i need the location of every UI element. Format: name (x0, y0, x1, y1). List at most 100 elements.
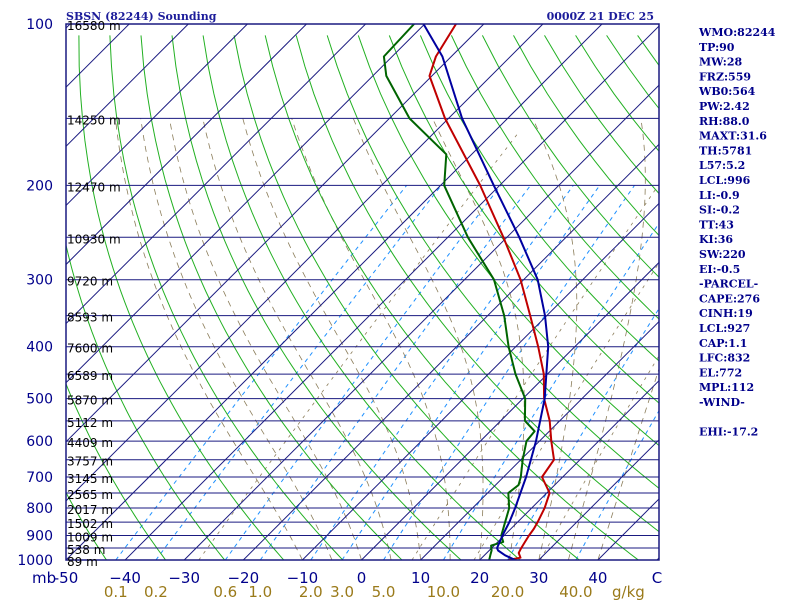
dry-adiabat (419, 35, 659, 362)
height-label: 5112 m (67, 416, 113, 430)
temperature-tick-label: 0 (357, 569, 367, 587)
moist-adiabat (202, 118, 392, 560)
height-label: 10930 m (67, 232, 121, 246)
isotherm (66, 24, 366, 325)
index-entry: MPL:112 (699, 381, 754, 394)
height-label: 12470 m (67, 180, 121, 194)
height-label: 6589 m (67, 369, 113, 383)
dry-adiabat (233, 35, 581, 560)
sounding-traces (382, 24, 555, 560)
index-entry: LFC:832 (699, 352, 750, 365)
series-parcel-line (422, 24, 550, 560)
dry-adiabat (171, 35, 462, 560)
mixing-ratio-line (155, 185, 442, 560)
temperature-tick-label: −20 (227, 569, 259, 587)
dry-adiabat (326, 35, 659, 489)
temperature-tick-label: −10 (287, 569, 319, 587)
isotherm (183, 84, 659, 560)
moist-adiabat (568, 118, 646, 560)
height-label: 89 m (67, 555, 98, 569)
index-entry: EI:-0.5 (699, 263, 740, 276)
height-label: 16580 m (67, 19, 121, 33)
height-label: 3145 m (67, 472, 113, 486)
isotherm (479, 379, 659, 560)
index-entry: WMO:82244 (698, 26, 776, 39)
temperature-tick-labels: -50 −40 −30 −20 −10 0 10 20 30 40 C (54, 569, 662, 587)
isotherm (242, 143, 659, 560)
dry-adiabat (793, 35, 800, 571)
pressure-tick-label: 900 (26, 529, 53, 545)
height-label: 2017 m (67, 503, 113, 517)
height-label: 14250 m (67, 113, 121, 127)
isotherm (66, 24, 485, 443)
mixing-ratio-tick-labels: 0.1 0.2 0.6 1.0 2.0 3.0 5.0 10.0 20.0 40.0 (104, 583, 593, 600)
plot-frame (65, 23, 660, 561)
mixing-ratio-unit-label: g/kg (612, 583, 645, 600)
moist-adiabat (140, 118, 333, 560)
mixing-ratio-tick-label: 20.0 (491, 583, 524, 600)
mixing-ratio-tick-label: 40.0 (559, 583, 592, 600)
index-entry: LI:-0.9 (699, 189, 740, 202)
index-entry: WB0:564 (698, 85, 756, 98)
isotherm (66, 24, 248, 207)
index-entry: TH:5781 (699, 144, 752, 157)
height-label: 5870 m (67, 394, 113, 408)
index-entry: SI:-0.2 (699, 204, 740, 217)
dry-adiabat (295, 35, 659, 533)
isotherm (361, 261, 659, 560)
index-entry: MAXT:31.6 (699, 130, 767, 143)
pressure-tick-label: 1000 (17, 553, 53, 569)
index-entry: SW:220 (699, 248, 746, 261)
height-label: 3757 m (67, 455, 113, 469)
dry-adiabat (388, 35, 659, 404)
dry-adiabat (66, 382, 167, 560)
isotherms (66, 24, 659, 560)
temperature-tick-label: −30 (168, 569, 200, 587)
pressure-tick-label: 600 (26, 434, 53, 450)
index-entry: EL:772 (699, 366, 742, 379)
height-label: 8593 m (67, 311, 113, 325)
temperature-tick-label: 10 (411, 569, 430, 587)
dry-adiabat (66, 491, 108, 560)
pressure-tick-label: 800 (26, 501, 53, 517)
mixing-ratio-tick-label: 0.6 (213, 583, 237, 600)
mixing-ratio-tick-label: 10.0 (427, 583, 460, 600)
mixing-ratio-line (310, 185, 574, 560)
moist-adiabat (169, 118, 362, 560)
moist-adiabat (291, 118, 451, 560)
moist-adiabat (532, 118, 578, 560)
pressure-tick-label: 500 (26, 392, 53, 408)
height-label: 1502 m (67, 517, 113, 531)
index-entry: RH:88.0 (699, 115, 750, 128)
plot-border (65, 23, 660, 561)
pressure-tick-label: 100 (26, 17, 53, 33)
moist-adiabat (597, 367, 659, 560)
dry-adiabat (109, 35, 344, 560)
height-label: 538 m (67, 543, 105, 557)
index-entry: CINH:19 (699, 307, 753, 320)
sounding-datetime: 0000Z 21 DEC 25 (547, 10, 654, 23)
dry-adiabat (140, 35, 403, 560)
mixing-ratio-line (383, 185, 635, 560)
mixing-ratio-tick-label: 3.0 (330, 583, 354, 600)
temperature-tick-label: 20 (470, 569, 489, 587)
mixing-ratio-tick-label: 0.1 (104, 583, 128, 600)
mixing-ratio-line (115, 185, 407, 560)
height-label: 7600 m (67, 342, 113, 356)
moist-adiabat (242, 118, 421, 560)
pressure-tick-label: 400 (26, 340, 53, 356)
index-entry: L57:5.2 (699, 159, 745, 172)
height-label: 9720 m (67, 275, 113, 289)
height-label: 1009 m (67, 531, 113, 545)
height-labels: 16580 m 14250 m 12470 m 10930 m 9720 m 8593 m… (67, 19, 121, 569)
temperature-tick-label: −40 (109, 569, 141, 587)
dry-adiabat (66, 243, 226, 560)
pressure-tick-label: 300 (26, 273, 53, 289)
dry-adiabat (78, 35, 285, 560)
index-entry: PW:2.42 (699, 100, 750, 113)
mixing-ratio-tick-label: 1.0 (248, 583, 272, 600)
index-entry: CAPE:276 (699, 292, 760, 305)
index-entry: MW:28 (699, 56, 742, 69)
index-entry: CAP:1.1 (699, 337, 747, 350)
